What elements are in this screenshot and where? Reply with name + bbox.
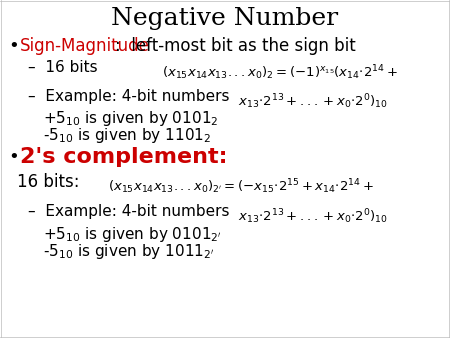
Text: -5$_{10}$ is given by 1011$_{2'}$: -5$_{10}$ is given by 1011$_{2'}$: [43, 242, 214, 261]
Text: 2's complement:: 2's complement:: [20, 147, 228, 167]
Text: $x_{13}{\cdot}2^{13} + ... + x_0{\cdot}2^0)_{10}$: $x_{13}{\cdot}2^{13} + ... + x_0{\cdot}2…: [238, 207, 388, 226]
Text: $(x_{15}x_{14}x_{13}...x_0)_2 = (-1)^{x_{15}}(x_{14}{\cdot}2^{14}+$: $(x_{15}x_{14}x_{13}...x_0)_2 = (-1)^{x_…: [162, 63, 398, 82]
Text: –  Example: 4-bit numbers: – Example: 4-bit numbers: [28, 204, 230, 219]
Text: •: •: [8, 37, 19, 55]
Text: -5$_{10}$ is given by 1101$_2$: -5$_{10}$ is given by 1101$_2$: [43, 126, 211, 145]
Text: $(x_{15}x_{14}x_{13}...x_0)_{2'} = (-x_{15}{\cdot}2^{15}+x_{14}{\cdot}2^{14}+$: $(x_{15}x_{14}x_{13}...x_0)_{2'} = (-x_{…: [108, 177, 374, 196]
Text: +5$_{10}$ is given by 0101$_{2'}$: +5$_{10}$ is given by 0101$_{2'}$: [43, 225, 221, 244]
Text: $x_{13}{\cdot}2^{13} + ... + x_0{\cdot}2^0)_{10}$: $x_{13}{\cdot}2^{13} + ... + x_0{\cdot}2…: [238, 92, 388, 111]
Text: –  16 bits: – 16 bits: [28, 60, 98, 75]
Text: Sign-Magnitude: Sign-Magnitude: [20, 37, 150, 55]
Text: 16 bits:: 16 bits:: [17, 173, 80, 191]
Text: :  left-most bit as the sign bit: : left-most bit as the sign bit: [115, 37, 356, 55]
Text: Negative Number: Negative Number: [112, 7, 338, 30]
Text: •: •: [8, 148, 19, 166]
Text: –  Example: 4-bit numbers: – Example: 4-bit numbers: [28, 89, 230, 104]
Text: +5$_{10}$ is given by 0101$_2$: +5$_{10}$ is given by 0101$_2$: [43, 110, 218, 128]
